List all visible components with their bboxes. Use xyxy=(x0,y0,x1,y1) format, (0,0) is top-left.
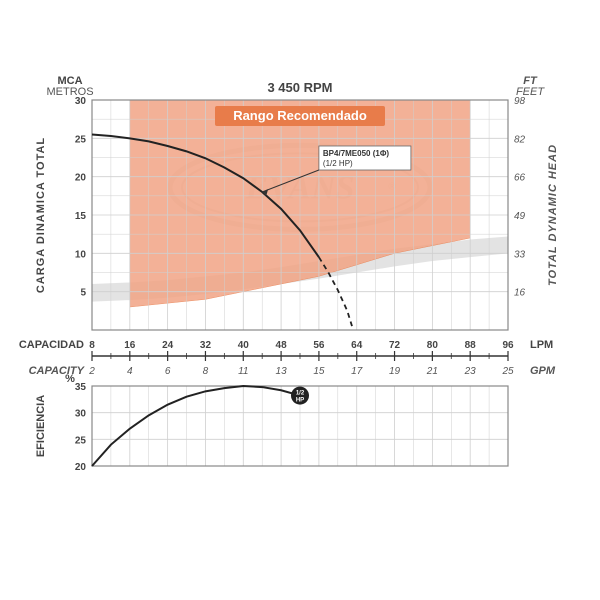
ytick-left: 20 xyxy=(75,173,87,184)
xtick-lpm: 48 xyxy=(276,340,288,351)
xtick-lpm: 56 xyxy=(313,340,325,351)
efficiency-chart: 1/2HP xyxy=(92,386,508,466)
ytick-left: 25 xyxy=(75,134,87,145)
svg-text:(1/2 HP): (1/2 HP) xyxy=(323,159,353,168)
chart-title: 3 450 RPM xyxy=(267,80,332,95)
xtick-lpm: 96 xyxy=(502,340,514,351)
feet-label: FEET xyxy=(516,86,545,98)
xtick-gpm: 17 xyxy=(351,366,363,377)
xtick-gpm: 8 xyxy=(203,366,209,377)
xtick-gpm: 23 xyxy=(464,366,477,377)
xtick-gpm: 4 xyxy=(127,366,133,377)
eff-ytick: 20 xyxy=(75,462,87,473)
xtick-lpm: 40 xyxy=(238,340,250,351)
banner-text: Rango Recomendado xyxy=(233,108,367,123)
ytick-right: 33 xyxy=(514,249,526,260)
gpm-label: GPM xyxy=(530,365,556,377)
eff-ytick: 25 xyxy=(75,435,87,446)
pump-curve-chart: 3 450 RPMEVANS®Rango RecomendadoBP4/7ME0… xyxy=(0,0,600,600)
eff-ytick: 35 xyxy=(75,382,87,393)
xtick-lpm: 80 xyxy=(427,340,439,351)
left-side-label: CARGA DINAMICA TOTAL xyxy=(35,137,47,293)
svg-text:HP: HP xyxy=(296,398,304,404)
xtick-gpm: 2 xyxy=(88,366,95,377)
xtick-gpm: 11 xyxy=(238,366,248,377)
chart-svg: 3 450 RPMEVANS®Rango RecomendadoBP4/7ME0… xyxy=(0,0,600,600)
xtick-gpm: 25 xyxy=(501,366,514,377)
xtick-gpm: 6 xyxy=(165,366,171,377)
ytick-right: 66 xyxy=(514,173,526,184)
ytick-right: 82 xyxy=(514,134,526,145)
xtick-lpm: 16 xyxy=(124,340,136,351)
ytick-left: 10 xyxy=(75,249,87,260)
ytick-left: 5 xyxy=(80,288,86,299)
capacity-label: CAPACITY xyxy=(29,365,86,377)
eficiencia-label: EFICIENCIA xyxy=(35,395,47,457)
metros-label: METROS xyxy=(46,86,93,98)
xtick-gpm: 21 xyxy=(426,366,438,377)
svg-text:BP4/7ME050 (1Φ): BP4/7ME050 (1Φ) xyxy=(323,149,389,158)
xtick-lpm: 88 xyxy=(465,340,477,351)
svg-text:1/2: 1/2 xyxy=(296,391,305,397)
xtick-lpm: 24 xyxy=(162,340,174,351)
xtick-lpm: 72 xyxy=(389,340,401,351)
capacidad-label: CAPACIDAD xyxy=(19,339,84,351)
ytick-right: 49 xyxy=(514,211,526,222)
xtick-lpm: 8 xyxy=(89,340,95,351)
main-chart: EVANS®Rango RecomendadoBP4/7ME050 (1Φ)(1… xyxy=(92,100,508,330)
ytick-right: 16 xyxy=(514,288,526,299)
right-side-label: TOTAL DYNAMIC HEAD xyxy=(547,144,559,286)
xtick-lpm: 32 xyxy=(200,340,212,351)
xtick-gpm: 15 xyxy=(313,366,325,377)
xtick-lpm: 64 xyxy=(351,340,363,351)
lpm-label: LPM xyxy=(530,339,553,351)
ytick-left: 15 xyxy=(75,211,87,222)
eff-ytick: 30 xyxy=(75,409,87,420)
xtick-gpm: 13 xyxy=(276,366,288,377)
xtick-gpm: 19 xyxy=(389,366,401,377)
percent-label: % xyxy=(65,373,75,385)
